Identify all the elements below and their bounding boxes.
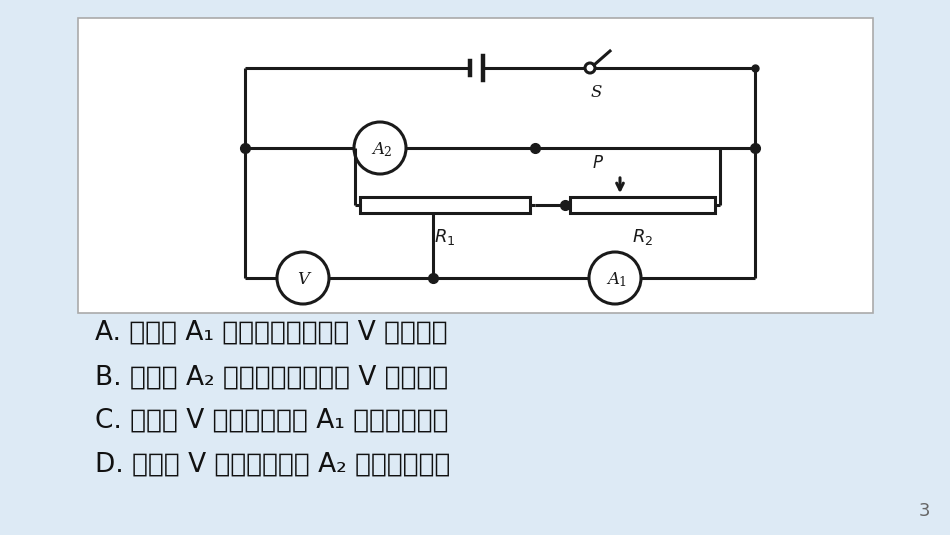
Text: 2: 2 — [383, 147, 391, 159]
Text: D. 电压表 V 示数与电流表 A₂ 示数比值不变: D. 电压表 V 示数与电流表 A₂ 示数比值不变 — [95, 452, 450, 478]
Text: A: A — [607, 271, 619, 287]
Text: A: A — [372, 141, 384, 157]
Bar — [360, 197, 530, 213]
FancyBboxPatch shape — [78, 18, 873, 313]
Text: $R_2$: $R_2$ — [632, 227, 654, 247]
Text: A. 电流表 A₁ 示数变小，电压表 V 示数变小: A. 电流表 A₁ 示数变小，电压表 V 示数变小 — [95, 320, 447, 346]
Text: $R_1$: $R_1$ — [434, 227, 456, 247]
Text: B. 电流表 A₂ 示数变大，电压表 V 示数变大: B. 电流表 A₂ 示数变大，电压表 V 示数变大 — [95, 365, 448, 391]
Text: S: S — [590, 84, 601, 101]
Text: V: V — [297, 271, 309, 287]
Text: C. 电压表 V 示数与电流表 A₁ 示数比值不变: C. 电压表 V 示数与电流表 A₁ 示数比值不变 — [95, 408, 448, 434]
Bar — [570, 197, 715, 213]
Text: 3: 3 — [919, 502, 930, 520]
Text: $P$: $P$ — [592, 155, 604, 172]
Text: 1: 1 — [618, 277, 626, 289]
